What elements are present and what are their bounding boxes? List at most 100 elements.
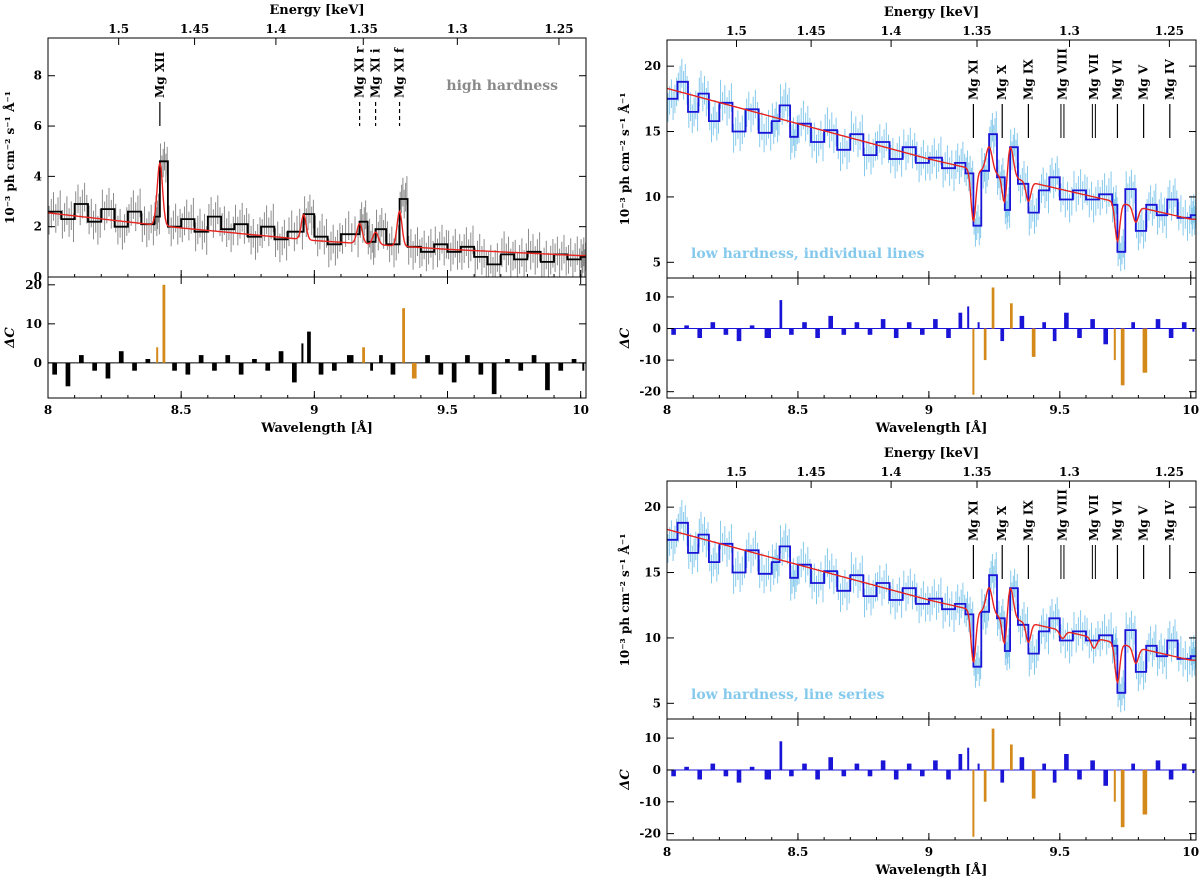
- residual-bar: [132, 362, 137, 371]
- x-tick-label: 8: [663, 403, 671, 417]
- residual-bar: [390, 362, 396, 375]
- line-label: Mg X: [995, 505, 1009, 541]
- residual-bar: [332, 362, 337, 371]
- spectrum-point: [1085, 639, 1087, 642]
- residual-bar: [1010, 303, 1013, 329]
- residual-bar: [684, 325, 689, 329]
- error-bars: [48, 141, 586, 277]
- spectrum-point: [1155, 655, 1158, 658]
- x-tick-label: 9.5: [437, 403, 458, 417]
- residual-bar: [764, 328, 771, 338]
- spectrum-point: [87, 220, 89, 223]
- spectrum-point: [358, 220, 361, 223]
- residual-bar: [491, 362, 497, 395]
- residual-bar: [828, 757, 833, 770]
- spectrum-point: [459, 245, 462, 248]
- spectrum-point: [420, 250, 422, 253]
- spectrum-point: [1038, 630, 1040, 633]
- residual-bar: [867, 769, 873, 777]
- y-tick-label: 20: [644, 500, 661, 514]
- resid-y-tick-label: -10: [639, 795, 661, 809]
- residual-bar: [815, 328, 820, 338]
- line-label: Mg X: [995, 64, 1009, 100]
- residual-bar: [465, 355, 470, 363]
- residual-bar: [946, 328, 951, 338]
- residual-bar: [238, 362, 244, 375]
- residual-bar: [1155, 760, 1161, 770]
- x-tick-label: 9.5: [1049, 845, 1070, 859]
- residual-bar: [438, 362, 444, 375]
- residual-bar: [736, 769, 742, 783]
- line-label: Mg VII: [1087, 53, 1101, 100]
- residual-bar: [946, 769, 951, 780]
- spectrum-point: [810, 582, 812, 584]
- residual-bar: [162, 284, 166, 363]
- residual-bar: [815, 769, 820, 780]
- line-label: Mg V: [1137, 505, 1151, 541]
- spectrum-point: [875, 141, 878, 143]
- residual-bar: [802, 322, 807, 329]
- x-tick-label: 8.5: [171, 403, 192, 417]
- residual-bar: [1168, 328, 1174, 338]
- x-tick-label: 10: [1182, 403, 1199, 417]
- spectrum-point: [941, 608, 943, 611]
- spectrum-point: [1166, 198, 1169, 201]
- energy-tick-label: 1.5: [726, 465, 747, 479]
- residual-bar: [278, 351, 284, 363]
- line-label: Mg XI f: [393, 47, 407, 98]
- spectrum-point: [313, 235, 316, 238]
- energy-tick-label: 1.35: [962, 465, 991, 479]
- spectrum-point: [964, 613, 967, 616]
- spectrum-point: [1189, 214, 1192, 217]
- spectrum-point: [1003, 650, 1006, 652]
- residual-bar: [362, 347, 365, 363]
- spectrum-point: [1017, 623, 1019, 626]
- model-line: [48, 162, 586, 257]
- spectrum-point: [1176, 216, 1179, 219]
- residual-bar: [723, 328, 729, 335]
- spectrum-point: [513, 258, 515, 261]
- spectrum-point: [972, 224, 975, 227]
- residual-bar: [854, 322, 860, 329]
- residual-bar: [225, 355, 231, 363]
- residual-bar: [1181, 763, 1187, 770]
- spectrum-point: [60, 218, 63, 221]
- energy-tick-label: 1.45: [797, 465, 826, 479]
- residual-bar: [906, 322, 912, 329]
- residual-bar: [983, 769, 987, 802]
- residual-bar: [841, 328, 847, 335]
- spectrum-point: [374, 228, 377, 231]
- spectrum-point: [778, 104, 781, 107]
- line-label: Mg IX: [1021, 500, 1035, 541]
- y-tick-label: 15: [644, 125, 661, 139]
- resid-y-tick-label: 0: [653, 322, 661, 336]
- energy-tick-label: 1.4: [265, 22, 286, 36]
- residual-bar: [1131, 322, 1135, 329]
- spectrum-group: [48, 141, 586, 277]
- spectrum-point: [220, 228, 223, 231]
- resid-y-tick-label: 0: [34, 356, 42, 370]
- x-tick-label: 8.5: [787, 845, 808, 859]
- line-label: Mg IV: [1163, 59, 1177, 100]
- spectrum-point: [539, 261, 542, 263]
- spectrum-point: [996, 176, 998, 179]
- residual-frame: [666, 277, 1197, 399]
- residual-bar: [779, 300, 783, 329]
- energy-tick-label: 1.25: [544, 22, 573, 36]
- line-label: Mg IX: [1021, 59, 1035, 100]
- residual-bar: [571, 359, 577, 363]
- residual-bar: [958, 754, 963, 770]
- spectrum-point: [1048, 617, 1051, 620]
- spectrum-point: [127, 210, 129, 213]
- spectrum-point: [988, 574, 990, 577]
- residual-bar: [1031, 769, 1036, 799]
- residual-frame: [666, 718, 1197, 841]
- residual-bar: [582, 362, 585, 371]
- residual-bar: [402, 308, 405, 363]
- residual-bar: [505, 359, 510, 363]
- residual-bar: [156, 347, 159, 363]
- spectrum-point: [770, 120, 773, 122]
- spectrum-point: [1098, 634, 1100, 637]
- spectrum-point: [1116, 691, 1119, 694]
